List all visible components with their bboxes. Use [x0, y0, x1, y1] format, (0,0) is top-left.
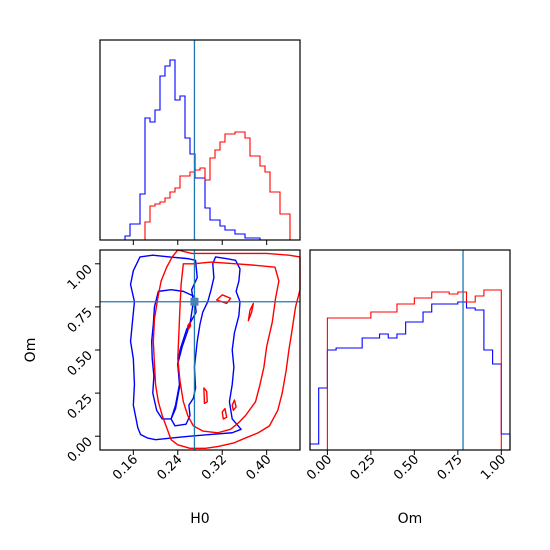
contour-red-island-5	[247, 302, 255, 322]
hist-Om-step-blue	[309, 301, 511, 450]
hist-H0-step-blue	[100, 59, 300, 241]
panel-hist-H0	[99, 39, 301, 245]
hist-H0-step-red	[100, 131, 300, 241]
contour-series-group	[129, 249, 301, 449]
truth-point-marker	[190, 297, 199, 306]
contour-red-island-7	[221, 407, 228, 420]
panel-hist-Om: 0.00 0.25 0.50 0.75 1.00 Om	[304, 249, 511, 527]
x-axis-label-Om: Om	[398, 511, 423, 527]
contour-red-island-6	[203, 387, 208, 405]
contour-red-inner-3	[177, 261, 280, 434]
hist-Om-series-group	[309, 289, 511, 451]
hist-H0-xticks	[132, 240, 268, 245]
panel-contour-H0-Om: 0.16 0.24 0.32 0.40 0.000.250.500.751.00 H0…	[23, 249, 301, 527]
panel-frame-hist-Om	[309, 249, 511, 451]
x-axis-label-H0: H0	[190, 511, 209, 527]
contour-red-outer-2	[152, 249, 301, 449]
y-axis-label-Om: Om	[23, 338, 39, 363]
hist-H0-series-group	[100, 59, 300, 241]
contour-red-island-9	[231, 399, 237, 412]
panel-frame-hist-H0	[99, 39, 301, 241]
contour-red-island-8	[187, 321, 192, 331]
hist-Om-step-red	[310, 289, 510, 451]
